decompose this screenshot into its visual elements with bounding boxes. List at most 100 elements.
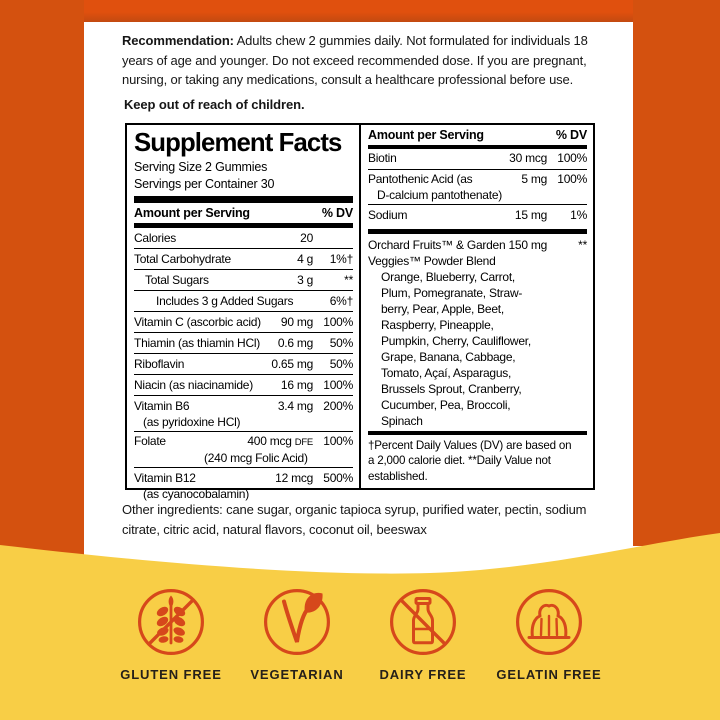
nutrient-name: Calories <box>134 230 177 245</box>
nutrient-name: Includes 3 g Added Sugars <box>156 293 294 308</box>
nutrient-dv: ** <box>344 272 353 287</box>
blend-section: Orchard Fruits™ & Garden 150 mg ** Veggi… <box>368 234 587 431</box>
blend-amount: 150 mg <box>508 237 547 252</box>
nutrient-dv: 200% <box>323 398 353 413</box>
nutrient-name-line2: (as cyanocobalamin) <box>143 486 249 501</box>
nutrient-name: Folate <box>134 434 166 448</box>
table-row: Vitamin B6 3.4 mg 200% (as pyridoxine HCl) <box>134 395 353 431</box>
badge-label: GLUTEN FREE <box>120 667 222 682</box>
nutrient-amount: 5 mg <box>521 172 547 187</box>
nutrient-dv: 1%† <box>329 251 354 266</box>
panel-left-column: Supplement Facts Serving Size 2 Gummies … <box>127 125 361 501</box>
nutrient-dv: 100% <box>557 151 587 166</box>
nutrient-dv: 50% <box>329 356 354 371</box>
nutrient-name: Vitamin B12 <box>134 470 196 485</box>
orange-frame-right <box>633 0 720 546</box>
table-row: Folate 400 mcg DFE 100% (240 mcg Folic Acid… <box>134 430 353 468</box>
serving-size: Serving Size 2 Gummies <box>134 160 268 174</box>
recommendation-block: Recommendation: Adults chew 2 gummies da… <box>122 31 604 112</box>
right-rows: Biotin 30 mcg 100% Pantothenic Acid (as 5 mg… <box>368 149 587 226</box>
nutrient-dv: 100% <box>323 314 353 329</box>
nutrient-name: Vitamin B6 <box>134 398 190 413</box>
dv-header: % DV <box>555 128 587 142</box>
amount-per-serving-header: Amount per Serving <box>134 206 250 220</box>
leaf-v-icon <box>264 589 330 655</box>
gelatin-mold-crossed-icon <box>516 589 582 655</box>
nutrient-dv: 100% <box>323 377 353 392</box>
amount-per-serving-header: Amount per Serving <box>368 128 484 142</box>
servings-per-container: Servings per Container 30 <box>134 176 275 191</box>
table-row: Riboflavin 0.65 mg 50% <box>134 353 353 374</box>
table-row: Pantothenic Acid (as 5 mg 100% D-calcium pa… <box>368 168 587 205</box>
table-row: Thiamin (as thiamin HCl) 0.6 mg 50% <box>134 332 353 353</box>
blend-ingredients: Orange, Blueberry, Carrot, Plum, Pomegra… <box>381 269 531 428</box>
badge-label: VEGETARIAN <box>250 667 344 682</box>
nutrient-amount: 400 mcg DFE <box>247 434 313 448</box>
divider-bar <box>368 145 587 149</box>
badge-label: DAIRY FREE <box>379 667 467 682</box>
blend-name-line1: Orchard Fruits™ & Garden <box>368 237 506 252</box>
nutrient-name: Niacin (as niacinamide) <box>134 377 253 392</box>
orange-frame-top <box>0 0 720 22</box>
other-ingredients: Other ingredients: cane sugar, organic t… <box>122 502 587 537</box>
nutrient-amount: 0.65 mg <box>271 356 313 371</box>
table-row: Total Carbohydrate 4 g 1%† <box>134 248 353 269</box>
panel-right-column: Amount per Serving % DV Biotin 30 mcg 100%… <box>361 125 593 488</box>
nutrient-dv: 100% <box>557 172 587 187</box>
divider-bar <box>368 229 587 234</box>
dv-header: % DV <box>321 206 353 220</box>
nutrient-dv: 500% <box>323 470 353 485</box>
badge-label: GELATIN FREE <box>496 667 602 682</box>
nutrient-amount: 4 g <box>297 251 313 266</box>
nutrient-name: Pantothenic Acid (as <box>368 172 473 187</box>
nutrient-amount: 20 <box>300 230 313 245</box>
table-row: Niacin (as niacinamide) 16 mg 100% <box>134 374 353 395</box>
nutrient-name-line2: D-calcium pantothenate) <box>377 188 502 203</box>
nutrient-dv: 50% <box>329 335 354 350</box>
nutrient-dv: 100% <box>323 434 353 448</box>
recommendation-label: Recommendation: <box>122 33 234 48</box>
nutrient-amount: 3 g <box>297 272 313 287</box>
table-row: Biotin 30 mcg 100% <box>368 149 587 169</box>
nutrient-name: Sodium <box>368 207 408 222</box>
table-row: Includes 3 g Added Sugars 6%† <box>134 290 353 311</box>
nutrient-name: Vitamin C (ascorbic acid) <box>134 314 261 329</box>
divider-bar <box>368 430 587 435</box>
table-row: Calories 20 <box>134 228 353 248</box>
nutrient-amount: 12 mcg <box>275 470 313 485</box>
wheat-crossed-icon <box>138 589 204 655</box>
nutrient-amount-line2: (240 mcg Folic Acid) <box>204 451 308 465</box>
column-header: Amount per Serving % DV <box>368 125 587 145</box>
column-header: Amount per Serving % DV <box>134 203 353 223</box>
nutrient-dv: 6%† <box>329 293 354 308</box>
nutrient-amount: 3.4 mg <box>277 398 313 413</box>
left-rows: Calories 20 Total Carbohydrate 4 g 1%† Total … <box>134 228 353 503</box>
nutrient-name: Riboflavin <box>134 356 185 371</box>
table-row: Sodium 15 mg 1% <box>368 204 587 225</box>
badge-vegetarian: VEGETARIAN <box>247 586 348 682</box>
nutrient-name-line2: (as pyridoxine HCl) <box>143 414 241 429</box>
nutrient-amount: 0.6 mg <box>277 335 313 350</box>
divider-bar <box>134 196 353 203</box>
nutrient-amount: 16 mg <box>280 377 313 392</box>
badges: GLUTEN FREE VEGETARIAN DAIRY FREE GELATI… <box>0 586 720 682</box>
divider-bar <box>134 223 353 228</box>
table-row: Vitamin C (ascorbic acid) 90 mg 100% <box>134 311 353 332</box>
nutrient-amount: 15 mg <box>514 207 547 222</box>
keep-out-of-reach-warning: Keep out of reach of children. <box>124 96 305 112</box>
table-row: Total Sugars 3 g ** <box>134 269 353 290</box>
recommendation-text: Recommendation: Adults chew 2 gummies da… <box>122 33 588 87</box>
nutrient-name: Biotin <box>368 151 397 166</box>
dv-footnote: †Percent Daily Values (DV) are based on … <box>368 438 572 484</box>
milk-bottle-crossed-icon <box>390 589 456 655</box>
supplement-facts-panel: Supplement Facts Serving Size 2 Gummies … <box>125 123 595 501</box>
blend-dv: ** <box>578 237 587 252</box>
badge-dairy-free: DAIRY FREE <box>373 586 474 682</box>
blend-name-line2: Veggies™ Powder Blend <box>368 253 496 268</box>
yellow-wave-background <box>0 533 720 720</box>
nutrient-name: Total Sugars <box>145 272 209 287</box>
badge-gluten-free: GLUTEN FREE <box>120 586 222 682</box>
nutrient-name: Thiamin (as thiamin HCl) <box>134 335 261 350</box>
panel-title: Supplement Facts <box>134 127 342 157</box>
nutrient-amount: 30 mcg <box>509 151 547 166</box>
